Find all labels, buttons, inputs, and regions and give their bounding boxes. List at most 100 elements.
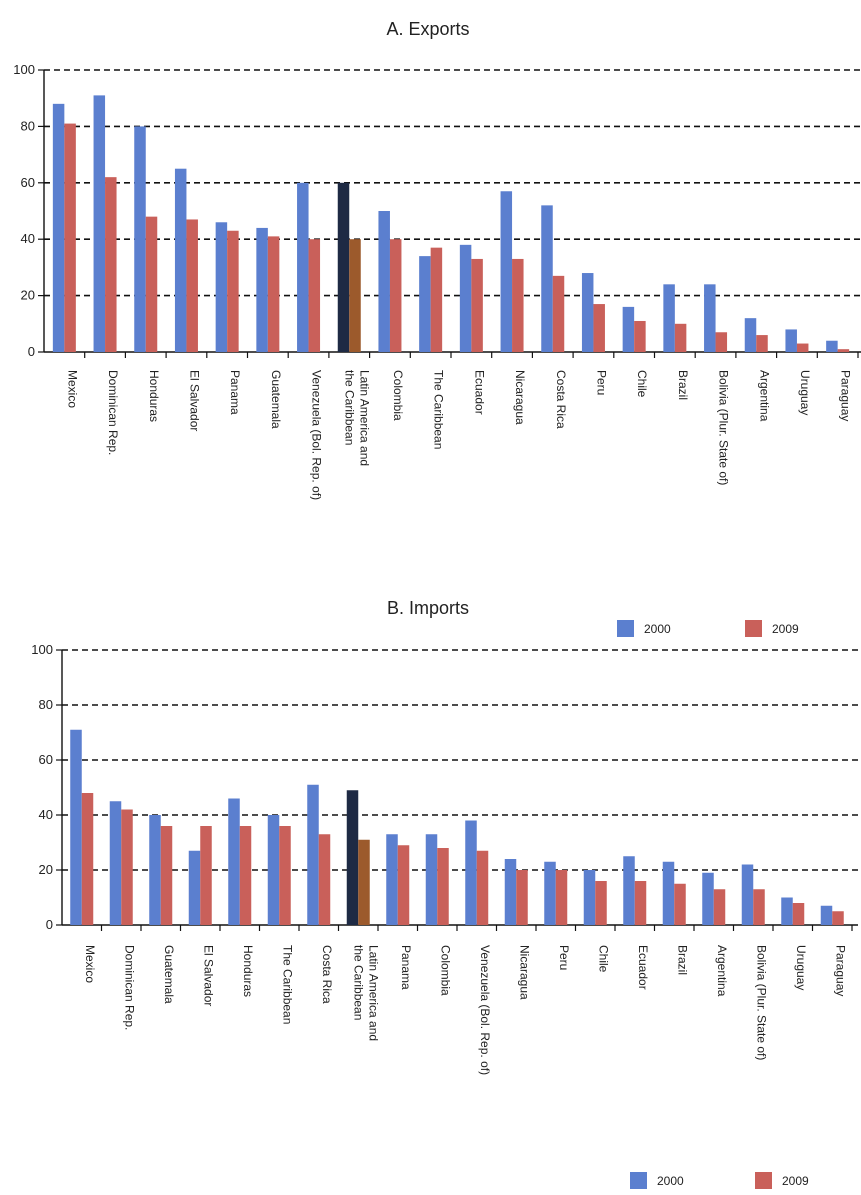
bar-exports-colombia-2009	[389, 239, 402, 352]
x-tick-label-colombia: Colombia	[391, 370, 405, 421]
bar-imports-uruguay-2009	[792, 903, 805, 925]
x-tick-label-brazil: Brazil	[675, 945, 689, 975]
bar-exports-el-salvador-2000	[174, 168, 187, 352]
y-tick-label: 100	[31, 642, 53, 657]
bar-imports-the-caribbean-2000	[267, 815, 280, 925]
bar-exports-uruguay-2000	[785, 329, 797, 352]
bar-imports-venezuela-bol-rep-of-2000	[465, 820, 477, 925]
bar-imports-mexico-2000	[70, 729, 82, 925]
x-tick-label-argentina: Argentina	[757, 370, 771, 422]
x-tick-label-honduras: Honduras	[147, 370, 161, 422]
bar-exports-peru-2009	[593, 304, 605, 352]
x-tick-label-paraguay: Paraguay	[839, 370, 853, 421]
bar-exports-argentina-2000	[744, 318, 757, 352]
legend-label-2009: 2009	[782, 1174, 809, 1188]
x-tick-label-ecuador: Ecuador	[472, 370, 486, 415]
bar-imports-nicaragua-2009	[516, 870, 528, 925]
y-tick-label: 0	[28, 344, 35, 359]
bar-exports-panama-2000	[215, 222, 228, 352]
x-tick-label-panama: Panama	[228, 370, 242, 415]
x-tick-label-el-salvador: El Salvador	[187, 370, 201, 431]
x-tick-label-dominican-rep: Dominican Rep.	[122, 945, 136, 1030]
bar-imports-latin-america-and-the-caribbean-2000	[346, 790, 359, 925]
x-tick-label-brazil: Brazil	[676, 370, 690, 400]
bar-imports-panama-2000	[386, 834, 398, 925]
bar-imports-panama-2009	[397, 845, 410, 925]
x-tick-label-dominican-rep: Dominican Rep.	[106, 370, 120, 455]
legend-label-2009: 2009	[772, 622, 799, 636]
legend-label-2000: 2000	[644, 622, 671, 636]
bar-exports-colombia-2000	[378, 211, 390, 352]
y-tick-label: 40	[21, 231, 35, 246]
bar-imports-chile-2009	[595, 881, 607, 925]
bar-imports-el-salvador-2009	[200, 826, 212, 925]
imports-panel: B. Imports 0 20 40 60 80 100 Mexico Dominican R…	[31, 598, 860, 1075]
bar-exports-costa-rica-2000	[541, 205, 553, 352]
y-tick-label: 60	[39, 752, 53, 767]
x-tick-label-the-caribbean: The Caribbean	[280, 945, 294, 1024]
x-tick-label-uruguay: Uruguay	[794, 945, 808, 990]
bar-imports-uruguay-2000	[781, 897, 793, 925]
x-tick-label-uruguay: Uruguay	[798, 370, 812, 415]
x-tick-label-paraguay: Paraguay	[833, 945, 847, 996]
x-tick-label-costa-rica: Costa Rica	[320, 945, 334, 1004]
y-tick-label: 100	[13, 62, 35, 77]
bar-exports-nicaragua-2000	[500, 191, 513, 352]
bar-imports-guatemala-2009	[160, 826, 173, 925]
bar-exports-latin-america-and-the-caribbean-2009	[349, 239, 361, 352]
legend-swatch-2000	[617, 620, 634, 637]
bar-imports-honduras-2009	[239, 826, 252, 925]
bar-imports-costa-rica-2009	[318, 834, 331, 925]
bar-exports-uruguay-2009	[796, 343, 809, 352]
bar-imports-honduras-2000	[228, 798, 240, 925]
bar-imports-ecuador-2009	[634, 881, 647, 925]
x-tick-label-guatemala: Guatemala	[269, 370, 283, 429]
bar-imports-argentina-2009	[713, 889, 726, 925]
bar-exports-nicaragua-2009	[512, 258, 524, 352]
bar-imports-colombia-2009	[437, 848, 449, 925]
bar-imports-bolivia-plur-state-of-2000	[741, 864, 754, 925]
bar-exports-chile-2009	[634, 320, 646, 352]
x-tick-label-guatemala: Guatemala	[162, 945, 176, 1004]
x-tick-label-el-salvador: El Salvador	[201, 945, 215, 1006]
bar-imports-dominican-rep-2000	[109, 801, 122, 925]
legend-bottom: 2000 2009	[630, 1172, 809, 1189]
x-tick-label-chile: Chile	[596, 945, 610, 973]
bar-exports-the-caribbean-2000	[419, 256, 431, 352]
bar-exports-panama-2009	[227, 230, 239, 352]
bar-exports-bolivia-plur-state-of-2009	[715, 332, 728, 352]
legend-swatch-2009	[755, 1172, 772, 1189]
y-tick-label: 20	[39, 862, 53, 877]
bar-imports-argentina-2000	[702, 872, 714, 925]
bar-imports-brazil-2000	[662, 861, 675, 925]
bar-exports-guatemala-2000	[256, 227, 268, 352]
x-tick-label-nicaragua: Nicaragua	[513, 370, 527, 425]
legend-swatch-2000	[630, 1172, 647, 1189]
x-tick-label-the-caribbean: The Caribbean	[432, 370, 446, 449]
x-tick-label-mexico: Mexico	[65, 370, 79, 408]
y-tick-label: 0	[46, 917, 53, 932]
bar-imports-paraguay-2009	[832, 911, 844, 925]
x-tick-label-latin-america-and-the-caribbean: Latin America andthe Caribbean	[342, 370, 371, 466]
bar-exports-dominican-rep-2009	[105, 177, 117, 352]
bar-exports-peru-2000	[581, 273, 594, 352]
x-tick-label-peru: Peru	[594, 370, 608, 395]
x-tick-label-costa-rica: Costa Rica	[554, 370, 568, 429]
x-tick-label-colombia: Colombia	[438, 945, 452, 996]
y-tick-label: 20	[21, 288, 35, 303]
bar-imports-the-caribbean-2009	[279, 826, 291, 925]
x-tick-label-peru: Peru	[557, 945, 571, 970]
bar-imports-mexico-2009	[81, 793, 94, 925]
bar-exports-venezuela-bol-rep-of-2009	[308, 239, 321, 352]
bar-exports-brazil-2000	[663, 284, 675, 352]
bar-exports-ecuador-2009	[471, 258, 483, 352]
bar-exports-guatemala-2009	[267, 236, 280, 352]
bar-exports-dominican-rep-2000	[93, 95, 106, 352]
exports-title: A. Exports	[386, 19, 469, 39]
bar-imports-costa-rica-2000	[307, 784, 319, 925]
x-tick-label-panama: Panama	[399, 945, 413, 990]
bar-exports-latin-america-and-the-caribbean-2000	[337, 182, 350, 352]
bar-imports-ecuador-2000	[623, 856, 635, 925]
